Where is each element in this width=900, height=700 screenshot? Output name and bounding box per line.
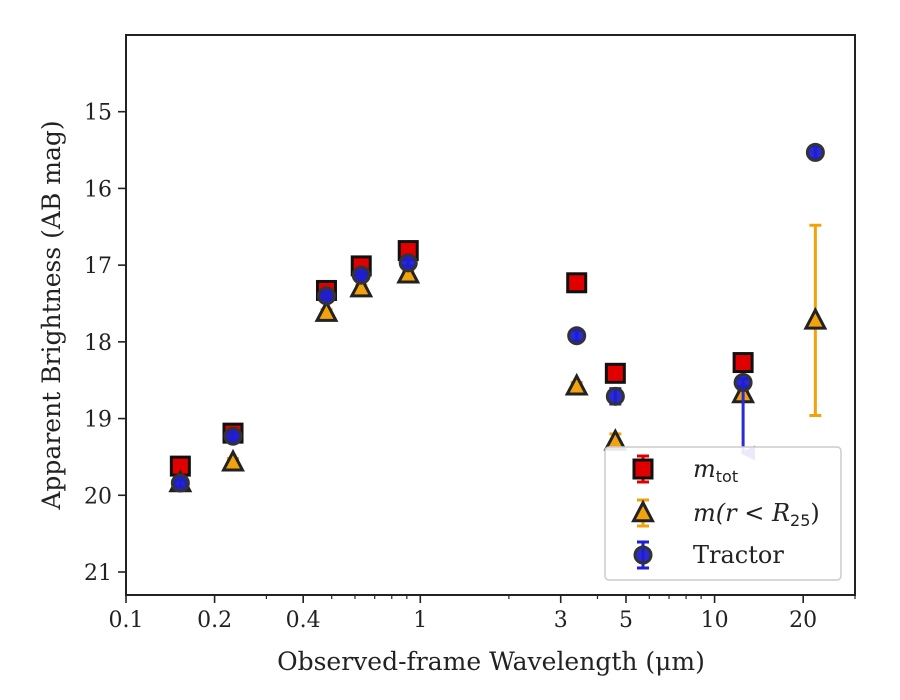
x-tick-label: 10 (701, 608, 729, 633)
plot-frame (125, 34, 856, 596)
x-tick-label: 20 (789, 608, 817, 633)
y-tick-label: 15 (84, 101, 112, 126)
legend-label: mtot (693, 455, 738, 486)
point-m-tot (732, 352, 754, 374)
point-tractor (223, 426, 243, 446)
point-m-r25 (396, 260, 421, 284)
series-m-tot (169, 240, 754, 477)
legend: mtot m(r < R25) Tractor (604, 446, 842, 581)
legend-label: Tractor (693, 541, 784, 569)
point-tractor (805, 142, 825, 162)
point-m-tot (604, 362, 626, 384)
x-tick-label: 1 (413, 608, 427, 633)
plot-area: 0.1 0.2 0.4 1 3 5 10 20 15 16 17 18 19 20 21 (84, 34, 856, 633)
legend-label: m(r < R25) (693, 499, 820, 530)
y-tick-label: 18 (84, 331, 112, 356)
point-tractor (398, 253, 418, 273)
x-tick-label: 0.2 (197, 608, 232, 633)
point-tractor (733, 373, 753, 393)
x-tick-label: 3 (554, 608, 568, 633)
legend-marker (633, 545, 653, 565)
x-axis-label: Observed-frame Wavelength (μm) (277, 647, 705, 676)
legend-marker (632, 458, 654, 480)
point-tractor (351, 265, 371, 285)
legend-frame (604, 446, 842, 581)
point-m-r25 (349, 274, 374, 298)
point-m-r25 (314, 299, 339, 322)
x-tick-label: 5 (619, 608, 633, 633)
point-tractor (170, 473, 190, 493)
point-m-tot (566, 272, 588, 294)
y-axis-label: Apparent Brightness (AB mag) (37, 120, 66, 510)
x-tick-label: 0.4 (286, 608, 321, 633)
point-tractor (316, 286, 336, 306)
y-tick-label: 19 (84, 408, 112, 433)
y-tick-label: 21 (84, 561, 112, 586)
y-tick-label: 16 (84, 177, 112, 202)
point-tractor (605, 386, 625, 406)
y-tick-label: 20 (84, 484, 112, 509)
point-m-r25 (564, 372, 589, 396)
y-tick-label: 17 (84, 254, 112, 279)
point-m-r25 (221, 448, 245, 472)
legend-marker (631, 499, 655, 523)
series-tractor (170, 142, 825, 493)
x-tick-label: 0.1 (109, 608, 144, 633)
point-m-r25 (803, 306, 828, 330)
point-tractor (567, 326, 587, 346)
